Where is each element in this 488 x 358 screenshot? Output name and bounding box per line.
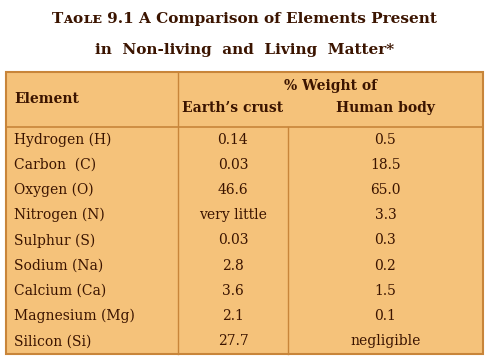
Text: Hydrogen (H): Hydrogen (H) [14, 132, 111, 147]
Text: 2.8: 2.8 [222, 259, 244, 273]
Text: 0.03: 0.03 [217, 158, 248, 172]
Text: Magnesium (Mg): Magnesium (Mg) [14, 309, 135, 323]
Text: 27.7: 27.7 [217, 334, 248, 348]
Text: Silicon (Si): Silicon (Si) [14, 334, 91, 348]
Text: 46.6: 46.6 [217, 183, 248, 197]
Text: Human body: Human body [335, 101, 434, 115]
Text: Sulphur (S): Sulphur (S) [14, 233, 95, 248]
Text: very little: very little [199, 208, 266, 222]
Text: Nitrogen (N): Nitrogen (N) [14, 208, 104, 222]
Text: 65.0: 65.0 [369, 183, 400, 197]
Text: Oxygen (O): Oxygen (O) [14, 183, 93, 197]
Text: Carbon  (C): Carbon (C) [14, 158, 96, 172]
Bar [0, 0, 488, 72]
Text: Calcium (Ca): Calcium (Ca) [14, 284, 106, 298]
Text: 0.14: 0.14 [217, 132, 248, 147]
Text: % Weight of: % Weight of [284, 79, 376, 93]
Text: negligible: negligible [349, 334, 420, 348]
Text: Earth’s crust: Earth’s crust [182, 101, 283, 115]
Text: 0.1: 0.1 [374, 309, 396, 323]
Text: Sodium (Na): Sodium (Na) [14, 259, 103, 273]
Text: Element: Element [14, 92, 79, 106]
Text: 3.6: 3.6 [222, 284, 244, 298]
Text: 2.1: 2.1 [222, 309, 244, 323]
Text: 3.3: 3.3 [374, 208, 396, 222]
Text: 0.5: 0.5 [374, 132, 396, 147]
Text: 1.5: 1.5 [374, 284, 396, 298]
Bar [6, 72, 482, 354]
Text: 18.5: 18.5 [369, 158, 400, 172]
Text: 0.2: 0.2 [374, 259, 396, 273]
Text: Tᴀᴏʟᴇ 9.1 A Comparison of Elements Present: Tᴀᴏʟᴇ 9.1 A Comparison of Elements Prese… [52, 13, 436, 26]
Text: in  Non-living  and  Living  Matter*: in Non-living and Living Matter* [95, 43, 393, 57]
Text: 0.03: 0.03 [217, 233, 248, 247]
Text: 0.3: 0.3 [374, 233, 396, 247]
